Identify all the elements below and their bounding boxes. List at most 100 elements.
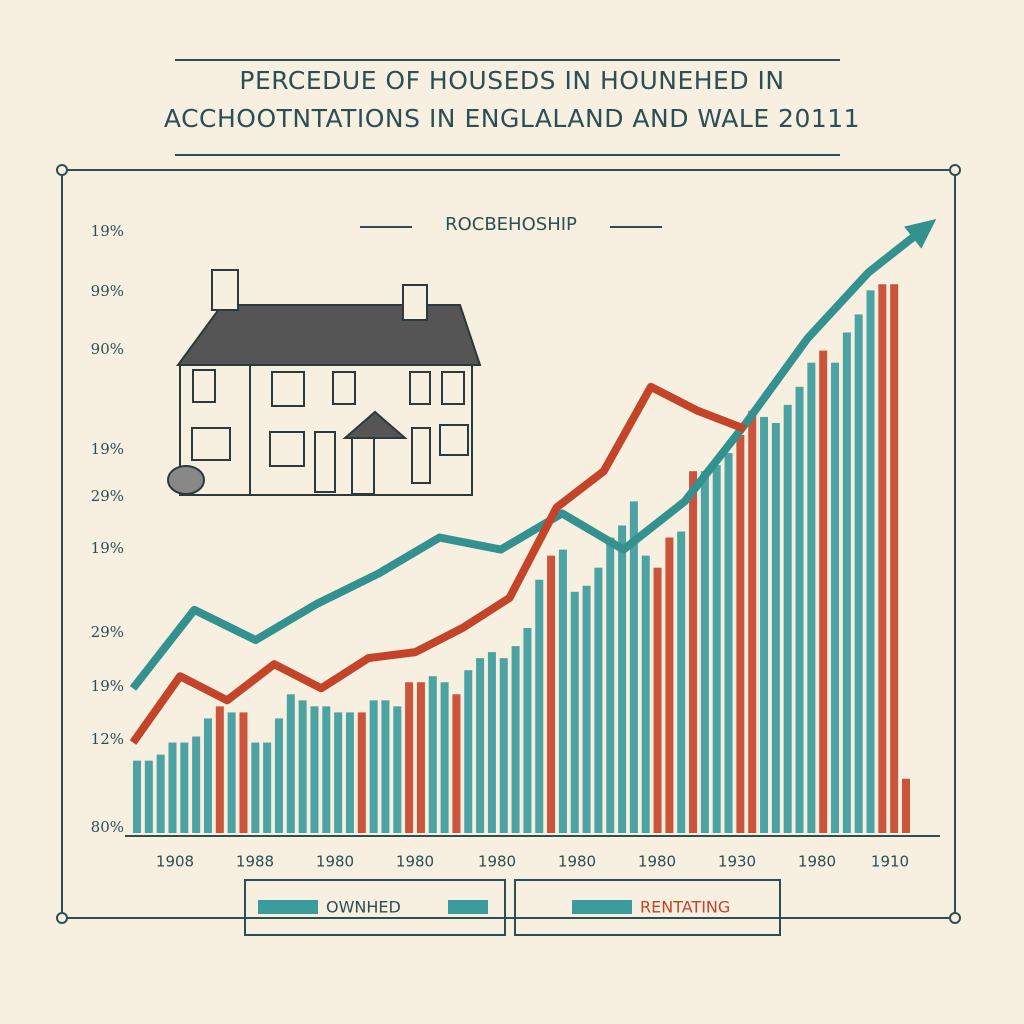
legend-label: RENTATING	[640, 898, 730, 917]
legend-swatch	[258, 900, 318, 914]
arrow-head	[904, 219, 937, 249]
bar	[594, 567, 603, 833]
bar	[854, 314, 863, 833]
bar	[523, 627, 532, 833]
bar	[345, 712, 354, 833]
bar	[700, 471, 709, 833]
bar	[476, 658, 485, 833]
bar	[653, 567, 662, 833]
bar	[689, 471, 698, 833]
bar	[866, 290, 875, 833]
bar	[192, 736, 201, 833]
bar	[783, 404, 792, 833]
y-tick-label: 19%	[91, 222, 124, 240]
bar	[215, 706, 224, 833]
bar	[570, 591, 579, 833]
bar	[795, 386, 804, 833]
bar	[558, 549, 567, 833]
y-tick-label: 19%	[91, 440, 124, 458]
bar	[310, 706, 319, 833]
bar	[298, 700, 307, 833]
bar	[239, 712, 248, 833]
bar	[381, 700, 390, 833]
legend-label: OWNHED	[326, 898, 401, 917]
bar	[227, 712, 236, 833]
title-line: ACCHOOTNTATIONS IN ENGLALAND AND WALE 20…	[164, 104, 860, 133]
y-tick-label: 12%	[91, 730, 124, 748]
y-tick-label: 29%	[91, 487, 124, 505]
bar	[369, 700, 378, 833]
trend-line	[129, 220, 933, 691]
bar	[263, 742, 272, 833]
bar	[618, 525, 627, 833]
bar	[641, 555, 650, 833]
x-tick-label: 1980	[316, 853, 354, 871]
x-tick-label: 1910	[871, 853, 909, 871]
bar	[144, 760, 153, 833]
bar	[606, 537, 615, 833]
bar	[357, 712, 366, 833]
x-tick-label: 1980	[558, 853, 596, 871]
bar	[133, 760, 141, 833]
bar	[156, 754, 165, 833]
bar	[902, 778, 910, 833]
bar	[180, 742, 189, 833]
y-tick-label: 90%	[91, 340, 124, 358]
bar	[748, 410, 757, 833]
bar	[334, 712, 343, 833]
y-tick-label: 99%	[91, 282, 124, 300]
bar	[452, 694, 461, 833]
bar	[629, 501, 638, 833]
legend-swatch	[448, 900, 488, 914]
bar	[831, 362, 840, 833]
x-tick-label: 1980	[798, 853, 836, 871]
bar	[487, 652, 496, 833]
bar	[464, 670, 473, 833]
x-tick-label: 1980	[478, 853, 516, 871]
bar	[251, 742, 260, 833]
bar	[440, 682, 449, 833]
bar	[322, 706, 331, 833]
bar	[771, 422, 780, 833]
bar	[547, 555, 556, 833]
bar	[168, 742, 177, 833]
bar	[712, 465, 721, 833]
bar	[890, 284, 899, 833]
bar	[582, 585, 591, 833]
bar	[819, 350, 828, 833]
bar	[665, 537, 674, 833]
subtitle: ROCBEHOSHIP	[445, 214, 577, 235]
x-tick-label: 1980	[638, 853, 676, 871]
bar	[286, 694, 295, 833]
bar	[428, 676, 437, 833]
bar	[807, 362, 816, 833]
bar	[878, 284, 887, 833]
bar	[677, 531, 686, 833]
x-tick-label: 1908	[156, 853, 194, 871]
y-tick-label: 80%	[91, 818, 124, 836]
house-illustration	[167, 269, 482, 496]
bar	[499, 658, 508, 833]
bar	[724, 453, 733, 833]
legend-swatch	[572, 900, 632, 914]
bar	[274, 718, 283, 833]
bar	[393, 706, 402, 833]
bar	[736, 435, 745, 833]
x-tick-label: 1988	[236, 853, 274, 871]
x-tick-label: 1930	[718, 853, 756, 871]
bar	[405, 682, 414, 833]
bar	[535, 579, 544, 833]
y-tick-label: 19%	[91, 539, 124, 557]
bar	[842, 332, 851, 833]
x-tick-label: 1980	[396, 853, 434, 871]
bar	[760, 416, 769, 833]
y-tick-label: 19%	[91, 677, 124, 695]
bar	[511, 646, 520, 833]
frame	[56, 59, 961, 936]
title-line: PERCEDUE OF HOUSEDS IN HOUNEHED IN	[239, 66, 784, 95]
bar	[416, 682, 425, 833]
y-tick-label: 29%	[91, 623, 124, 641]
trend-line	[129, 382, 747, 745]
bar	[203, 718, 212, 833]
